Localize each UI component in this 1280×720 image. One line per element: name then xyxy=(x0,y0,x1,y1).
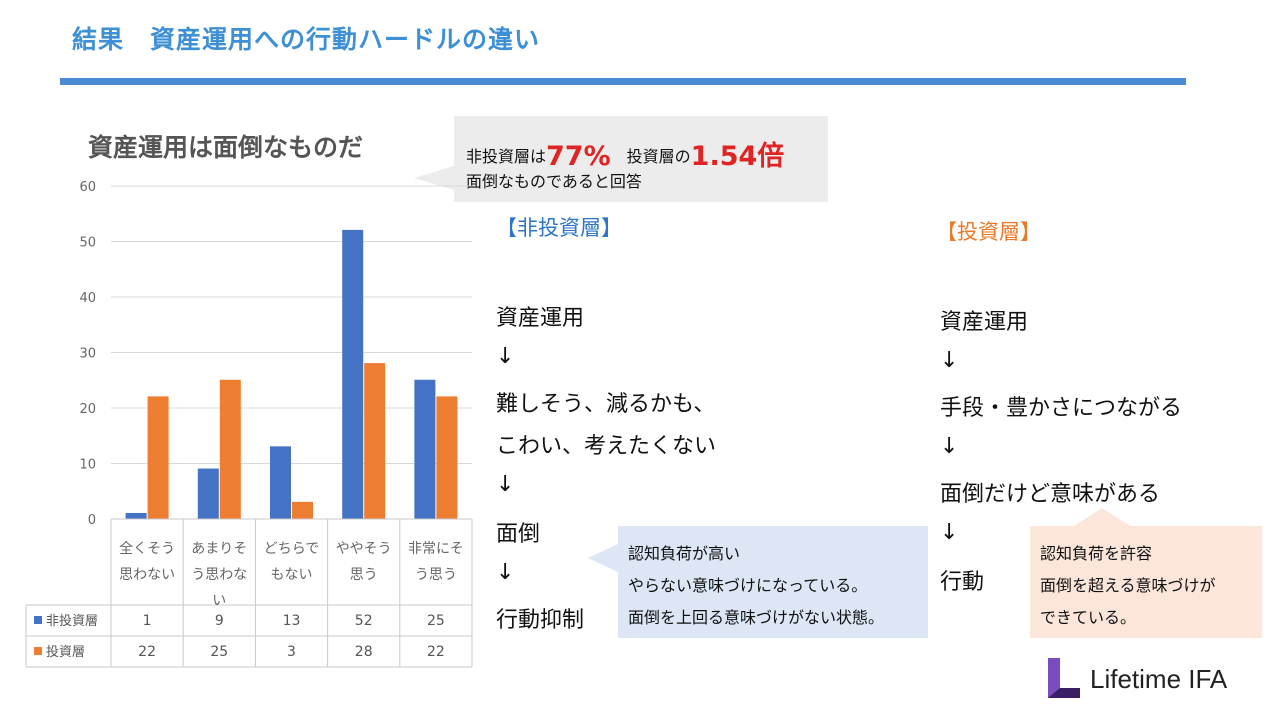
category-label: 思う xyxy=(350,567,378,583)
note-line: やらない意味づけになっている。 xyxy=(628,576,868,595)
flow-step: 難しそう、減るかも、 xyxy=(496,392,716,417)
note-line: 面倒を超える意味づけが xyxy=(1040,576,1216,595)
logo-icon xyxy=(1048,658,1080,698)
bar-investor xyxy=(219,379,241,520)
flow-arrow: ↓ xyxy=(496,560,515,585)
callout-text-a: 非投資層は xyxy=(466,147,547,166)
table-value: 25 xyxy=(210,644,228,660)
legend-key xyxy=(34,616,42,624)
logo-text: Lifetime IFA xyxy=(1090,664,1228,694)
investor-note: 認知負荷を許容 面倒を超える意味づけが できている。 xyxy=(1030,526,1262,638)
category-label: う思う xyxy=(415,567,457,583)
table-value: 22 xyxy=(427,644,445,660)
bar-non-investor xyxy=(125,512,147,520)
y-tick-label: 30 xyxy=(79,347,96,362)
flow-arrow: ↓ xyxy=(496,344,515,369)
highlight-ratio: 1.54倍 xyxy=(690,141,785,172)
note-tail-blue xyxy=(588,544,618,572)
bar-non-investor xyxy=(197,468,219,520)
investor-heading: 【投資層】 xyxy=(936,220,1041,244)
callout-line-1: 非投資層は77% 投資層の1.54倍 xyxy=(466,134,784,173)
bar-investor xyxy=(364,363,386,520)
flow-arrow: ↓ xyxy=(940,520,959,545)
note-line: 面倒を上回る意味づけがない状態。 xyxy=(628,608,885,627)
category-label: う思わな xyxy=(191,567,247,583)
note-line: 認知負荷を許容 xyxy=(1040,544,1153,563)
highlight-percent: 77% xyxy=(546,141,611,172)
title-rule xyxy=(60,78,1186,85)
series-name: 投資層 xyxy=(46,644,85,660)
y-tick-label: 10 xyxy=(79,458,96,473)
category-label: 思わない xyxy=(119,567,175,583)
table-value: 22 xyxy=(138,644,156,660)
non-investor-heading: 【非投資層】 xyxy=(496,216,622,240)
y-tick-label: 0 xyxy=(88,513,96,528)
flow-step: 資産運用 xyxy=(940,310,1029,335)
table-value: 25 xyxy=(427,613,445,629)
slide-title: 結果 資産運用への行動ハードルの違い xyxy=(72,25,541,54)
category-label: い xyxy=(212,593,226,609)
callout-text-b: 投資層の xyxy=(610,147,691,166)
category-label: どちらで xyxy=(264,541,320,557)
note-line: 認知負荷が高い xyxy=(628,544,741,563)
table-value: 9 xyxy=(215,613,224,629)
bar-investor xyxy=(436,396,458,520)
table-value: 52 xyxy=(355,613,373,629)
flow-arrow: ↓ xyxy=(940,434,959,459)
flow-step: 面倒 xyxy=(496,522,541,547)
table-value: 13 xyxy=(283,613,301,629)
legend-key xyxy=(34,647,42,655)
summary-callout: 非投資層は77% 投資層の1.54倍 面倒なものであると回答 xyxy=(454,116,828,202)
callout-line-2: 面倒なものであると回答 xyxy=(466,172,642,191)
category-label: 全くそう xyxy=(119,540,175,557)
flow-arrow: ↓ xyxy=(940,348,959,373)
flow-step: 手段・豊かさにつながる xyxy=(940,396,1183,421)
note-line: できている。 xyxy=(1040,608,1137,627)
bar-investor xyxy=(292,501,313,520)
flow-step: 行動抑制 xyxy=(496,608,585,633)
category-label: もない xyxy=(271,567,313,583)
flow-step: 行動 xyxy=(940,570,985,595)
category-label: あまりそ xyxy=(191,541,247,557)
note-tail-orange xyxy=(1074,508,1130,526)
series-name: 非投資層 xyxy=(46,613,98,629)
y-tick-label: 40 xyxy=(79,291,96,306)
table-value: 28 xyxy=(355,644,373,660)
table-value: 3 xyxy=(287,644,296,660)
bar-non-investor xyxy=(342,229,364,520)
y-tick-label: 60 xyxy=(79,180,96,195)
y-tick-label: 20 xyxy=(79,402,96,417)
flow-arrow: ↓ xyxy=(496,472,515,497)
category-label: ややそう xyxy=(336,541,392,557)
y-tick-label: 50 xyxy=(79,236,96,251)
flow-step: 資産運用 xyxy=(496,306,585,331)
chart-title: 資産運用は面倒なものだ xyxy=(88,133,364,162)
bar-non-investor xyxy=(414,379,436,520)
bar-investor xyxy=(147,396,169,520)
flow-step: こわい、考えたくない xyxy=(496,434,717,459)
bar-non-investor xyxy=(270,446,291,520)
flow-step: 面倒だけど意味がある xyxy=(940,482,1161,507)
non-investor-note: 認知負荷が高い やらない意味づけになっている。 面倒を上回る意味づけがない状態。 xyxy=(618,526,928,638)
category-label: 非常にそ xyxy=(408,541,464,557)
table-value: 1 xyxy=(143,613,152,629)
